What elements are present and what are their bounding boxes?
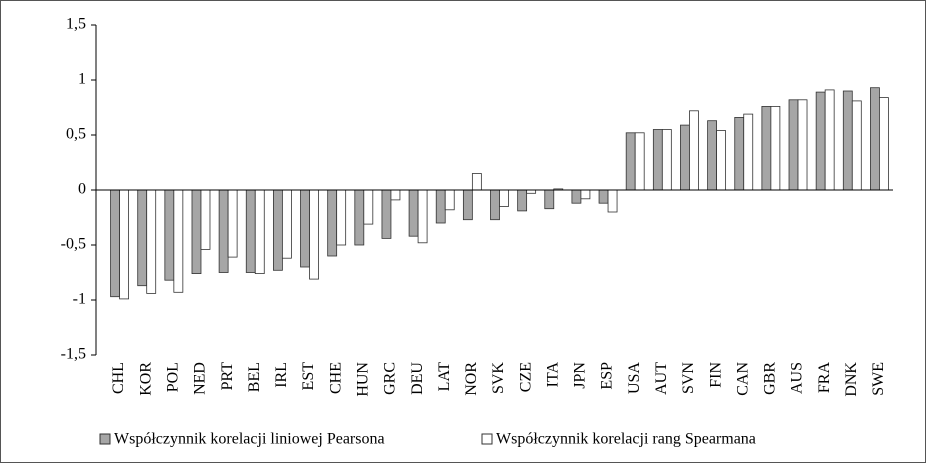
legend-label: Współczynnik korelacji rang Spearmana xyxy=(496,431,756,448)
bar xyxy=(661,129,672,191)
bar xyxy=(200,189,211,250)
bar xyxy=(571,189,582,204)
x-tick-label: SWE xyxy=(870,362,887,396)
bar xyxy=(625,132,636,191)
bar xyxy=(300,189,310,268)
x-tick-label: POL xyxy=(165,362,182,392)
x-tick-label: GRC xyxy=(382,362,399,395)
x-tick-label: CHE xyxy=(327,362,344,394)
y-tick-label: 0 xyxy=(78,181,86,198)
bar xyxy=(363,189,374,225)
x-tick-label: IRL xyxy=(273,362,290,388)
x-tick-label: CZE xyxy=(517,362,534,392)
x-tick-label: BEL xyxy=(246,362,263,392)
bar xyxy=(408,189,419,237)
x-tick-label: KOR xyxy=(137,362,154,396)
x-tick-label: FIN xyxy=(707,362,724,388)
x-tick-label: NED xyxy=(192,362,209,395)
bar xyxy=(272,189,283,271)
bar xyxy=(517,189,528,212)
y-tick-label: 1 xyxy=(78,71,86,88)
bar xyxy=(110,189,120,298)
x-tick-label: LAT xyxy=(436,362,453,392)
bar xyxy=(824,89,835,191)
bar xyxy=(173,189,184,293)
bar xyxy=(544,189,555,210)
bar xyxy=(734,117,745,191)
bar xyxy=(851,100,862,191)
x-tick-label: FRA xyxy=(816,362,833,394)
bar xyxy=(336,189,347,246)
x-tick-label: SVN xyxy=(680,362,697,394)
bar xyxy=(743,113,754,191)
bar xyxy=(146,189,157,294)
x-tick-label: CHL xyxy=(110,362,127,394)
x-tick-label: USA xyxy=(626,362,643,394)
x-tick-label: AUT xyxy=(653,362,670,395)
bar xyxy=(164,189,175,281)
y-tick-label: 1,5 xyxy=(66,16,86,33)
x-tick-label: DNK xyxy=(843,362,860,397)
y-tick-label: -1,5 xyxy=(61,346,86,363)
bar xyxy=(770,106,781,191)
x-tick-label: ESP xyxy=(599,362,616,390)
y-tick-label: -1 xyxy=(73,291,86,308)
x-tick-label: ITA xyxy=(544,362,561,388)
bar xyxy=(761,106,772,191)
bar xyxy=(815,91,826,191)
bar xyxy=(607,189,618,213)
y-tick-label: -0,5 xyxy=(61,236,86,253)
legend-label: Współczynnik korelacji liniowej Pearsona xyxy=(114,431,385,448)
bar xyxy=(191,189,202,274)
bar xyxy=(499,189,509,207)
x-tick-label: SVK xyxy=(490,362,507,394)
bar xyxy=(490,189,500,221)
bar xyxy=(390,189,401,201)
bar xyxy=(870,87,880,191)
bar xyxy=(879,97,889,191)
bar xyxy=(842,90,853,191)
x-tick-label: DEU xyxy=(409,362,426,395)
bar xyxy=(471,173,482,191)
bar xyxy=(245,189,256,273)
x-tick-label: HUN xyxy=(354,362,371,397)
bar xyxy=(137,189,148,287)
bar xyxy=(254,189,265,274)
bar xyxy=(462,189,473,221)
bar xyxy=(707,120,718,191)
bar xyxy=(227,189,238,258)
x-tick-label: GBR xyxy=(762,362,779,395)
bar xyxy=(652,129,663,191)
bar xyxy=(797,99,808,191)
x-tick-label: NOR xyxy=(463,362,480,396)
bar xyxy=(444,189,455,211)
bar xyxy=(218,189,229,273)
bar xyxy=(435,189,446,224)
bar xyxy=(580,189,591,200)
x-tick-label: JPN xyxy=(572,362,589,389)
bar xyxy=(327,189,338,257)
y-tick-label: 0,5 xyxy=(66,126,86,143)
legend-swatch xyxy=(99,433,111,445)
legend-swatch xyxy=(481,433,493,445)
bar xyxy=(381,189,392,239)
bar xyxy=(417,189,428,244)
bar xyxy=(119,189,129,300)
bar xyxy=(634,132,645,191)
x-tick-label: PRT xyxy=(219,362,236,391)
bar xyxy=(680,124,690,191)
bar xyxy=(281,189,292,259)
x-tick-label: EST xyxy=(300,362,317,391)
bar xyxy=(716,130,727,191)
bar xyxy=(788,99,799,191)
bar xyxy=(309,189,319,280)
x-tick-label: CAN xyxy=(734,362,751,396)
bar xyxy=(689,110,699,191)
bar xyxy=(354,189,365,246)
x-tick-label: AUS xyxy=(789,362,806,394)
bar xyxy=(598,189,609,204)
